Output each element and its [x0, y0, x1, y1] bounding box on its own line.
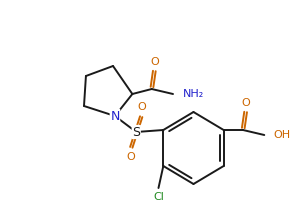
- Text: O: O: [126, 152, 135, 162]
- Text: Cl: Cl: [153, 192, 164, 202]
- Text: OH: OH: [273, 130, 290, 140]
- Text: O: O: [138, 102, 146, 112]
- Text: N: N: [110, 109, 120, 123]
- Text: S: S: [132, 125, 140, 139]
- Text: O: O: [150, 57, 159, 67]
- Text: NH₂: NH₂: [183, 89, 204, 99]
- Text: O: O: [241, 98, 250, 108]
